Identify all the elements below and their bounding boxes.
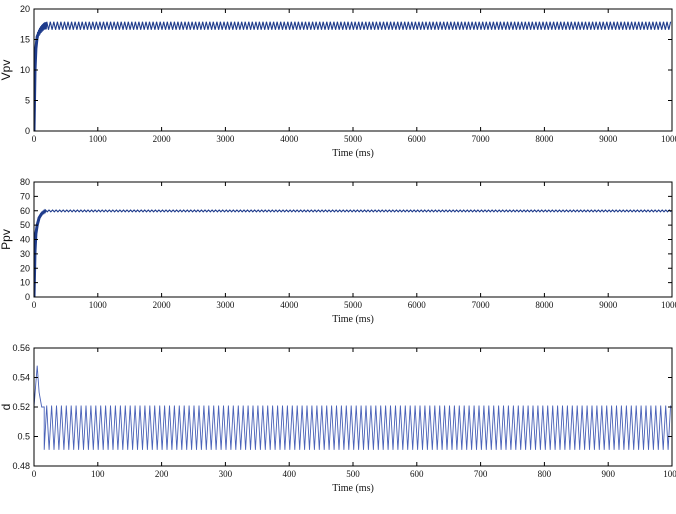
- x-tick-label: 8000: [535, 134, 554, 144]
- y-tick-label: 30: [20, 249, 30, 259]
- series-1-1: [34, 21, 672, 131]
- x-axis-label: Time (ms): [332, 148, 374, 159]
- x-tick-label: 3000: [216, 300, 235, 310]
- x-tick-label: 500: [346, 469, 360, 479]
- x-tick-label: 300: [219, 469, 233, 479]
- y-tick-label: 60: [20, 206, 30, 216]
- chart-panel-2: 0 1000 2000 3000 4000 5000 6000 7000 8000 9000 100…: [0, 177, 676, 325]
- x-tick-label: 9000: [599, 134, 618, 144]
- x-axis-label: Time (ms): [332, 314, 374, 325]
- x-tick-label: 6000: [408, 134, 427, 144]
- x-tick-label: 3000: [216, 134, 235, 144]
- x-tick-label: 6000: [408, 300, 427, 310]
- y-axis-label: Vpv: [0, 60, 13, 81]
- chart-panel-1: 0 1000 2000 3000 4000 5000 6000 7000 8000 9000 100…: [0, 4, 676, 159]
- x-tick-label: 200: [155, 469, 169, 479]
- y-tick-label: 20: [20, 263, 30, 273]
- x-tick-label: 5000: [344, 300, 363, 310]
- x-tick-label: 900: [601, 469, 615, 479]
- x-tick-label: 700: [474, 469, 488, 479]
- x-tick-label: 1000: [661, 134, 676, 144]
- x-tick-label: 7000: [472, 134, 491, 144]
- x-tick-label: 1000: [89, 300, 108, 310]
- x-tick-label: 2000: [153, 134, 172, 144]
- series-line: [34, 21, 672, 131]
- x-axis-label: Time (ms): [332, 483, 374, 494]
- y-tick-label: 10: [20, 65, 30, 75]
- y-tick-label: 70: [20, 191, 30, 201]
- x-tick-label: 800: [538, 469, 552, 479]
- y-tick-label: 0.54: [12, 373, 30, 383]
- x-tick-label: 0: [32, 469, 37, 479]
- chart-panel-3: 0 100 200 300 400 500 600 700 800 900 100 0.48 0.5 0.…: [0, 343, 676, 494]
- y-tick-label: 5: [25, 96, 30, 106]
- y-tick-label: 0.52: [12, 402, 30, 412]
- x-tick-label: 9000: [599, 300, 618, 310]
- x-tick-label: 0: [32, 134, 37, 144]
- x-tick-label: 1000: [661, 300, 676, 310]
- transient-line: [34, 24, 48, 131]
- y-tick-label: 0.56: [12, 343, 30, 353]
- series-2-1: [34, 208, 672, 297]
- x-tick-label: 2000: [153, 300, 172, 310]
- y-tick-label: 0.5: [17, 432, 30, 442]
- y-axis-label: d: [0, 404, 13, 411]
- x-tick-label: 100: [91, 469, 105, 479]
- x-tick-label: 400: [282, 469, 296, 479]
- x-tick-label: 0: [32, 300, 37, 310]
- axes-frame: [33, 181, 673, 298]
- y-axis-label: Ppv: [0, 229, 13, 250]
- x-tick-label: 8000: [535, 300, 554, 310]
- y-tick-label: 10: [20, 278, 30, 288]
- y-tick-label: 80: [20, 177, 30, 187]
- x-tick-label: 1000: [89, 134, 108, 144]
- x-tick-label: 100: [663, 469, 676, 479]
- series-line: [34, 365, 672, 450]
- y-tick-label: 50: [20, 220, 30, 230]
- y-tick-label: 20: [20, 4, 30, 14]
- y-tick-label: 0.48: [12, 461, 30, 471]
- x-tick-label: 4000: [280, 134, 299, 144]
- y-tick-label: 0: [25, 292, 30, 302]
- x-tick-label: 5000: [344, 134, 363, 144]
- x-tick-label: 600: [410, 469, 424, 479]
- x-tick-label: 4000: [280, 300, 299, 310]
- y-tick-label: 15: [20, 35, 30, 45]
- series-line: [34, 208, 672, 297]
- series-3-1: [34, 365, 672, 450]
- x-tick-label: 7000: [472, 300, 491, 310]
- y-tick-label: 40: [20, 235, 30, 245]
- y-tick-label: 0: [25, 126, 30, 136]
